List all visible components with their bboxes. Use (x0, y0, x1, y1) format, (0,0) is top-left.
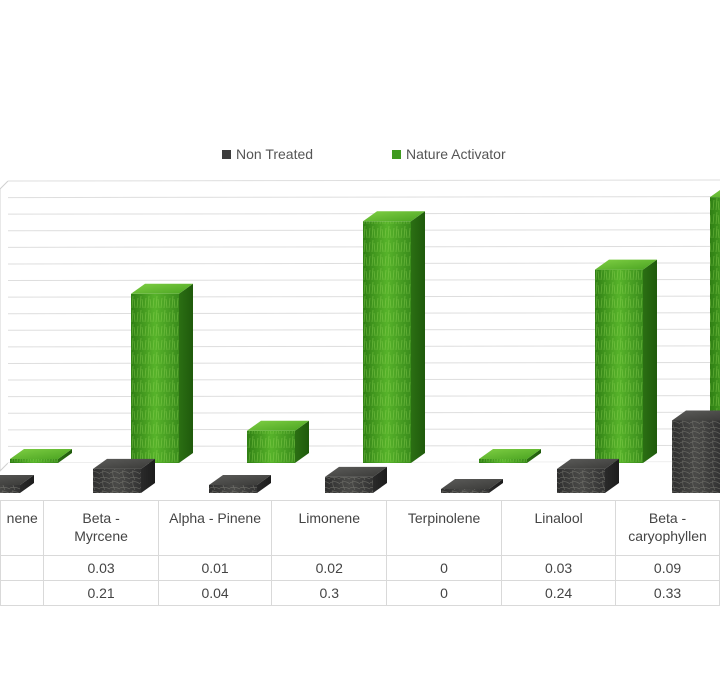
bar-non-treated (0, 474, 34, 493)
legend-item-non-treated: Non Treated (222, 146, 313, 162)
legend: Non Treated Nature Activator (0, 146, 720, 166)
table-value-cell (0, 580, 45, 606)
table-value-cell: 0.3 (271, 580, 388, 606)
table-value-cell: 0.03 (501, 555, 617, 581)
legend-swatch-nature-activator (392, 149, 401, 159)
table-value-cell: 0 (386, 555, 503, 581)
bar-nature-activator (595, 259, 657, 463)
chart-wall-edge (0, 180, 9, 472)
bar-nature-activator (710, 189, 720, 463)
bar-non-treated (325, 466, 387, 493)
bar-nature-activator (363, 211, 425, 463)
table-header-cell: Terpinolene (386, 500, 503, 556)
bar-non-treated (557, 458, 619, 493)
table-value-cell: 0.03 (43, 555, 159, 581)
bar-non-treated (209, 474, 271, 493)
bar-nature-activator (131, 283, 193, 463)
table-value-cell: 0.21 (43, 580, 159, 606)
data-table-row-non-treated: 0.03 0.01 0.02 0 0.03 0.09 (0, 555, 720, 581)
gridline (7, 212, 720, 215)
legend-item-nature-activator: Nature Activator (392, 146, 506, 162)
table-value-cell: 0.09 (615, 555, 720, 581)
bars (0, 189, 720, 493)
legend-label-non-treated: Non Treated (236, 146, 314, 162)
table-header-cell: Beta - caryophyllen (615, 500, 720, 556)
table-value-cell (0, 555, 45, 581)
legend-swatch-non-treated (222, 149, 231, 159)
bar-non-treated (93, 458, 155, 493)
data-table: nene Beta - Myrcene Alpha - Pinene Limon… (0, 500, 720, 606)
table-header-cell: Beta - Myrcene (43, 500, 159, 556)
table-value-cell: 0.02 (271, 555, 388, 581)
table-header-cell: Alpha - Pinene (157, 500, 273, 556)
table-value-cell: 0 (386, 580, 503, 606)
bar-nature-activator (479, 449, 541, 463)
gridline (7, 196, 720, 199)
table-header-cell: Limonene (271, 500, 388, 556)
bar-nature-activator (247, 420, 309, 463)
legend-label-nature-activator: Nature Activator (406, 146, 506, 162)
bar-non-treated (441, 479, 503, 493)
table-value-cell: 0.01 (157, 555, 273, 581)
table-value-cell: 0.33 (615, 580, 720, 606)
table-header-cell: Linalool (501, 500, 617, 556)
table-header-cell: nene (0, 500, 45, 556)
table-value-cell: 0.04 (157, 580, 273, 606)
table-value-cell: 0.24 (501, 580, 617, 606)
data-table-row-nature-activator: 0.21 0.04 0.3 0 0.24 0.33 (0, 580, 720, 606)
bar-nature-activator (10, 449, 72, 463)
gridline (7, 179, 720, 182)
data-table-header-row: nene Beta - Myrcene Alpha - Pinene Limon… (0, 500, 720, 556)
bar-non-treated (672, 410, 720, 493)
